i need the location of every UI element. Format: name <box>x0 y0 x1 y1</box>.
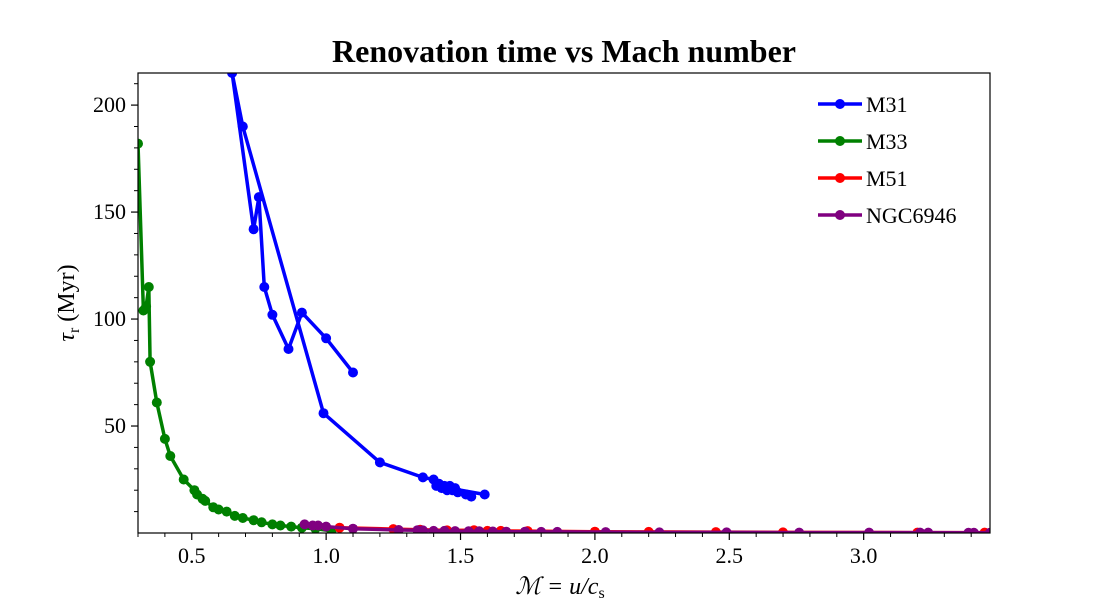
data-point-m33 <box>138 138 143 149</box>
legend-label: M51 <box>866 166 908 191</box>
data-point-m33 <box>286 521 297 532</box>
data-point-ngc6946 <box>450 526 461 533</box>
data-point-ngc6946 <box>474 526 485 533</box>
data-point-m33 <box>267 519 278 530</box>
data-point-ngc6946 <box>915 527 926 533</box>
data-point-m33 <box>143 282 154 292</box>
legend: M31 M33 M51 NGC6946 <box>818 92 956 228</box>
data-point-m31 <box>479 489 490 500</box>
data-point-m33 <box>229 510 240 521</box>
data-point-m31 <box>253 192 264 203</box>
data-point-ngc6946 <box>428 525 439 533</box>
data-point-ngc6946 <box>348 523 358 533</box>
legend-swatch-marker <box>835 210 845 220</box>
data-point-m33 <box>151 397 162 408</box>
data-point-ngc6946 <box>299 519 310 530</box>
data-point-m31 <box>374 457 385 468</box>
data-point-m31 <box>259 282 270 292</box>
data-point-m33 <box>221 506 232 517</box>
data-point-ngc6946 <box>321 521 332 532</box>
x-tick-label: 3.0 <box>850 543 878 568</box>
y-axis-label-subscript: r <box>66 327 83 333</box>
x-tick-label: 1.0 <box>312 543 340 568</box>
legend-label: NGC6946 <box>866 203 956 228</box>
data-point-m31 <box>348 367 358 378</box>
ticks-layer: 0.5 1.0 1.5 2.0 2.5 3.0 50 100 150 200 <box>93 83 972 568</box>
data-point-m31 <box>227 73 238 78</box>
legend-item-ngc6946: NGC6946 <box>818 203 956 228</box>
data-point-ngc6946 <box>487 526 498 533</box>
y-axis-label-symbol: τ <box>54 332 80 342</box>
data-point-ngc6946 <box>393 525 404 533</box>
data-point-ngc6946 <box>313 520 324 531</box>
y-tick-label: 100 <box>93 306 126 331</box>
data-point-m31 <box>321 333 332 344</box>
data-point-m33 <box>145 356 156 367</box>
data-point-ngc6946 <box>552 526 563 533</box>
x-tick-label: 1.5 <box>447 543 475 568</box>
x-axis-label-main: ℳ = u/c <box>515 574 599 600</box>
data-point-m33 <box>275 520 286 531</box>
data-point-m31 <box>417 472 428 483</box>
data-point-ngc6946 <box>968 527 979 533</box>
data-point-m33 <box>141 301 152 312</box>
x-tick-label: 2.0 <box>581 543 609 568</box>
data-point-m33 <box>256 517 267 528</box>
y-axis-label-unit: (Myr) <box>54 264 80 327</box>
data-point-m31 <box>296 307 307 318</box>
legend-swatch-marker <box>835 173 845 183</box>
legend-swatch-marker <box>835 99 845 109</box>
data-point-m33 <box>200 495 211 506</box>
legend-item-m51: M51 <box>818 166 908 191</box>
y-tick-label: 200 <box>93 92 126 117</box>
legend-item-m33: M33 <box>818 129 908 154</box>
data-point-m33 <box>248 515 259 526</box>
data-point-m31 <box>237 121 248 132</box>
data-point-m33 <box>165 451 176 461</box>
data-point-m33 <box>213 504 224 515</box>
data-point-ngc6946 <box>463 526 474 533</box>
data-point-ngc6946 <box>501 526 512 533</box>
data-point-m31 <box>267 309 278 320</box>
x-axis-label: ℳ = u/cs <box>515 574 604 600</box>
y-axis-label: τr (Myr) <box>54 264 83 341</box>
data-point-ngc6946 <box>923 527 934 533</box>
data-point-ngc6946 <box>794 527 805 533</box>
data-point-ngc6946 <box>985 527 990 533</box>
data-point-m31 <box>431 480 442 491</box>
chart-title: Renovation time vs Mach number <box>332 33 796 69</box>
data-point-m33 <box>178 474 189 485</box>
legend-swatch-marker <box>835 136 845 146</box>
data-point-m31 <box>248 224 259 235</box>
data-point-m33 <box>237 513 248 523</box>
data-point-m31 <box>460 489 471 500</box>
data-point-ngc6946 <box>520 526 530 533</box>
plot-frame <box>137 72 991 534</box>
series-layer <box>138 73 990 533</box>
legend-label: M31 <box>866 92 908 117</box>
data-point-ngc6946 <box>864 527 875 533</box>
data-point-ngc6946 <box>654 527 665 533</box>
x-tick-label: 0.5 <box>178 543 206 568</box>
data-point-m31 <box>318 408 329 419</box>
y-tick-label: 150 <box>93 199 126 224</box>
data-point-ngc6946 <box>536 526 547 533</box>
legend-label: M33 <box>866 129 908 154</box>
y-tick-label: 50 <box>104 413 126 438</box>
x-axis-label-subscript: s <box>598 585 604 600</box>
data-point-ngc6946 <box>417 525 428 533</box>
legend-item-m31: M31 <box>818 92 908 117</box>
x-tick-label: 2.5 <box>716 543 744 568</box>
data-point-ngc6946 <box>721 527 732 533</box>
data-point-m31 <box>283 344 294 354</box>
series-line-m31 <box>230 73 486 499</box>
data-point-ngc6946 <box>600 527 611 533</box>
data-point-ngc6946 <box>439 525 450 533</box>
data-point-m33 <box>159 433 170 444</box>
